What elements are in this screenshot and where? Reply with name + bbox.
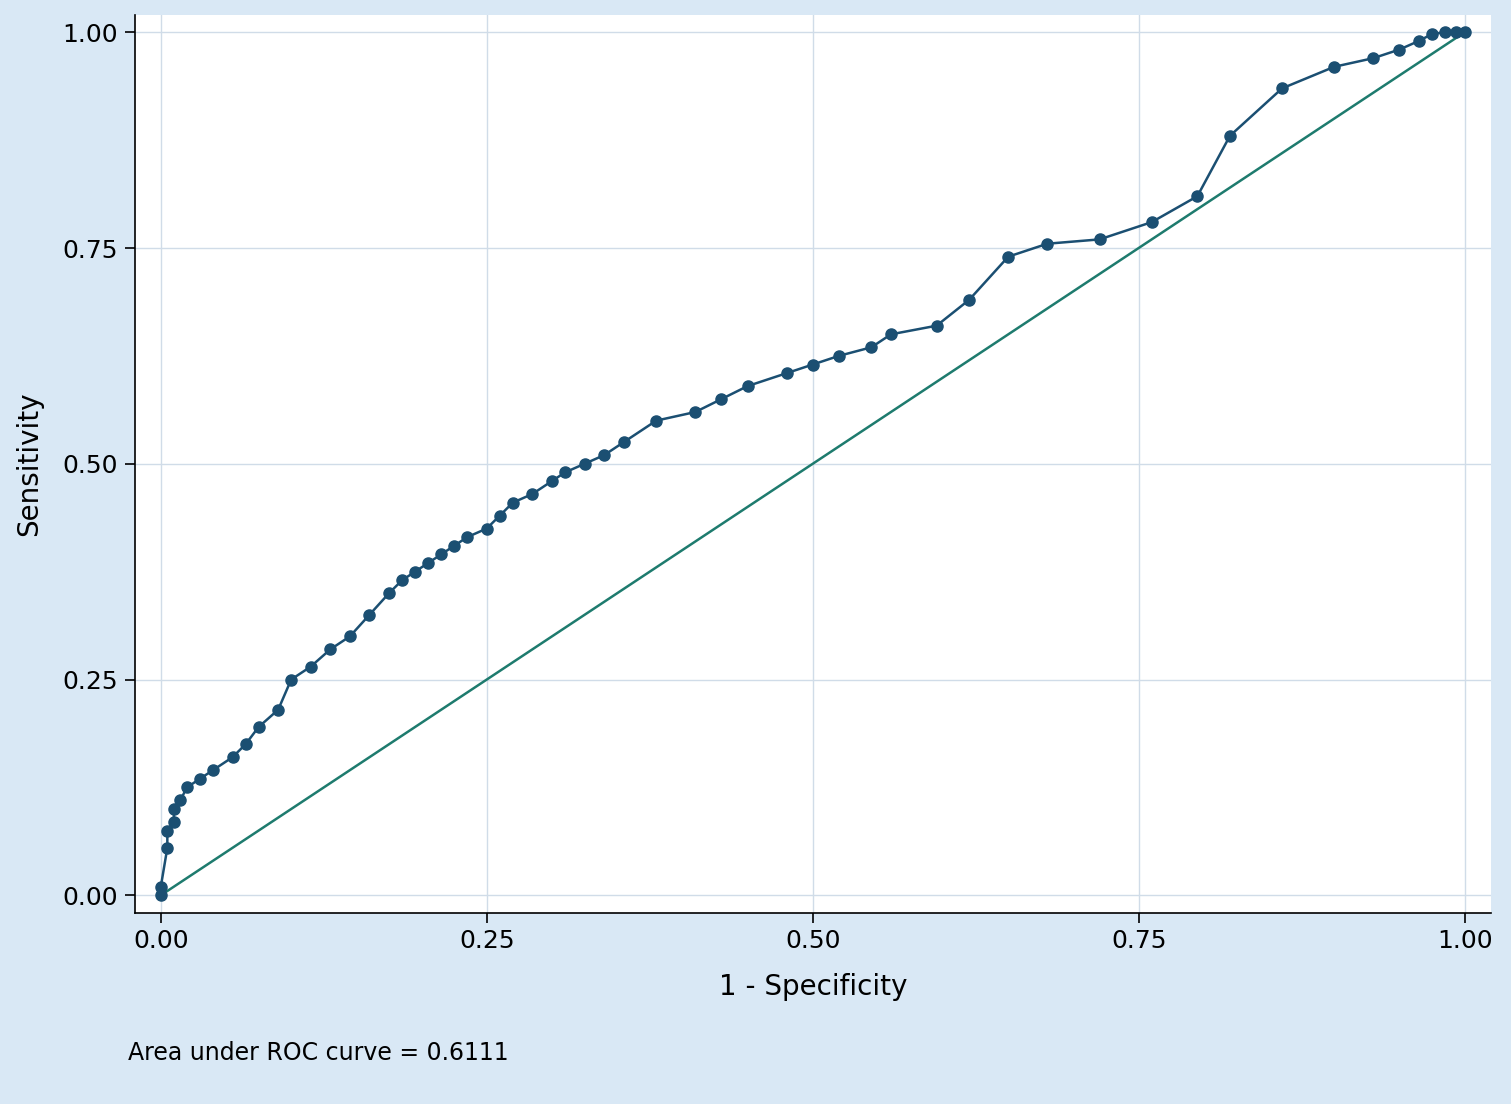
X-axis label: 1 - Specificity: 1 - Specificity	[719, 973, 907, 1000]
Text: Area under ROC curve = 0.6111: Area under ROC curve = 0.6111	[128, 1041, 509, 1065]
Y-axis label: Sensitivity: Sensitivity	[15, 392, 42, 537]
